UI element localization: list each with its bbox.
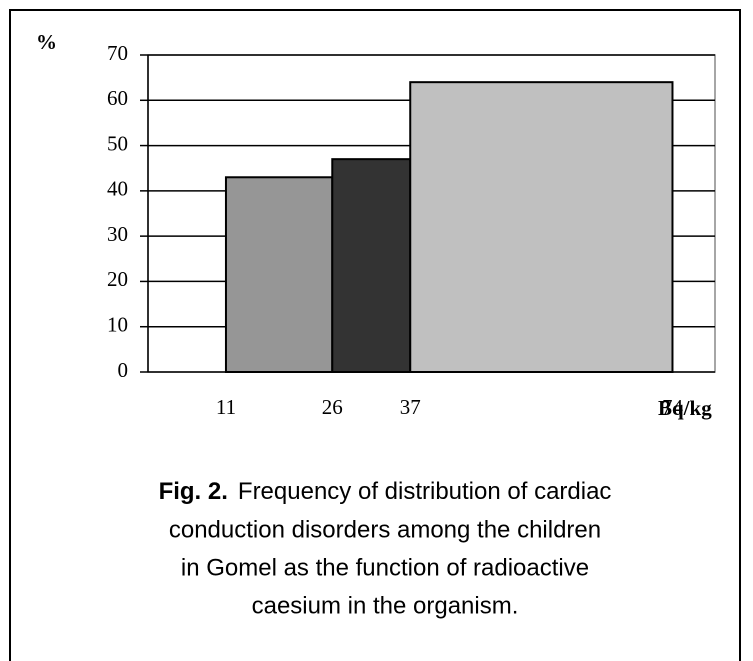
y-tick-label: 10 <box>107 313 128 337</box>
x-tick-label: 26 <box>322 395 343 419</box>
x-tick-label: 11 <box>216 395 236 419</box>
y-tick-label: 20 <box>107 267 128 291</box>
bar <box>224 176 334 373</box>
caption-line: conduction disorders among the children <box>169 516 601 543</box>
y-tick-label: 0 <box>118 358 129 382</box>
x-axis-label: Bq/kg <box>658 396 712 420</box>
y-axis-label: % <box>36 30 57 54</box>
bar <box>409 81 674 374</box>
y-tick-label: 50 <box>107 131 128 155</box>
y-tick-label: 60 <box>107 86 128 110</box>
caption-text: Frequency of distribution of cardiac <box>238 478 612 505</box>
y-tick-label: 30 <box>107 222 128 246</box>
y-tick-label: 40 <box>107 177 128 201</box>
x-tick-label: 74 <box>662 395 684 419</box>
frame <box>9 9 741 661</box>
caption-line: caesium in the organism. <box>252 592 519 619</box>
caption-label: Fig. 2. <box>159 478 228 505</box>
bar <box>331 158 412 373</box>
caption-line: in Gomel as the function of radioactive <box>181 554 589 581</box>
caption-line: Fig. 2. Frequency of distribution of card… <box>159 478 612 505</box>
y-tick-label: 70 <box>107 41 128 65</box>
x-tick-label: 37 <box>400 395 421 419</box>
